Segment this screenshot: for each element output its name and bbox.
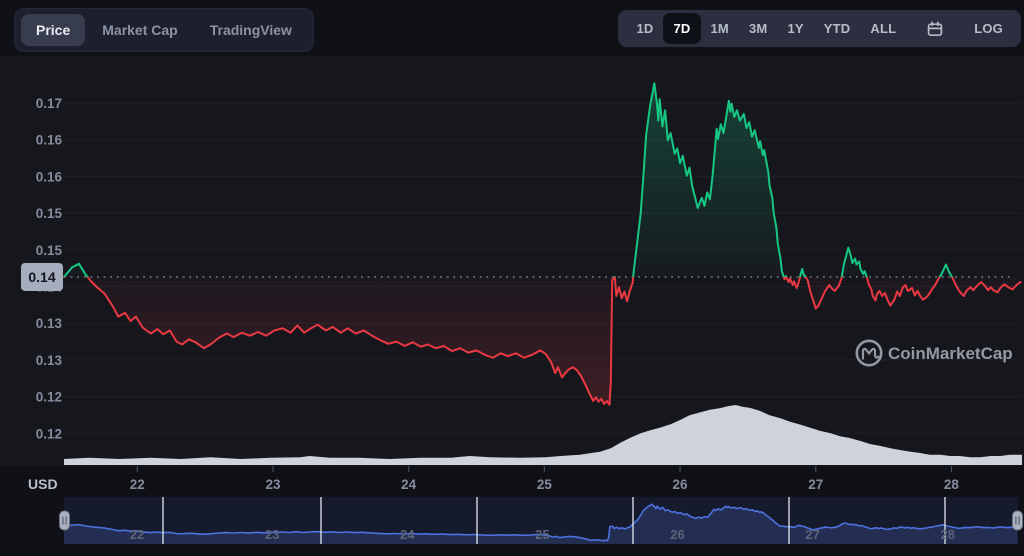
navigator-area-fill xyxy=(64,504,1018,544)
loss-area-fill xyxy=(64,276,1021,405)
range-1d[interactable]: 1D xyxy=(626,13,663,44)
range-7d[interactable]: 7D xyxy=(663,13,701,44)
price-line-up xyxy=(63,82,954,277)
current-price-badge: 0.14 xyxy=(21,262,63,291)
currency-unit-label: USD xyxy=(28,476,58,492)
coinmarketcap-watermark: CoinMarketCap xyxy=(855,339,1013,367)
tab-price[interactable]: Price xyxy=(21,14,86,46)
x-axis-tick-label: 24 xyxy=(401,477,417,492)
navigator-right-handle[interactable] xyxy=(1012,510,1023,531)
range-all[interactable]: ALL xyxy=(860,13,906,44)
price-badge-bg xyxy=(21,262,63,291)
y-axis-tick-label: 0.16 xyxy=(36,133,63,148)
watermark-text: CoinMarketCap xyxy=(888,344,1013,363)
y-axis-tick-label: 0.13 xyxy=(36,353,63,368)
y-axis-tick-label: 0.12 xyxy=(36,390,62,405)
y-axis-tick-label: 0.13 xyxy=(36,316,63,331)
x-axis-tick-label: 27 xyxy=(808,477,823,492)
x-axis-tick-label: 28 xyxy=(944,477,960,492)
calendar-icon xyxy=(927,21,943,36)
x-axis-labels: 22 23 24 25 26 27 28 USD xyxy=(28,466,959,492)
volume-silhouette xyxy=(64,405,1022,465)
coinmarketcap-logo-m xyxy=(861,347,880,360)
price-line xyxy=(63,82,1022,406)
navigator-day-label: 27 xyxy=(805,527,819,542)
range-navigator[interactable]: 22 23 24 25 26 27 28 xyxy=(59,497,1023,544)
tab-market-cap[interactable]: Market Cap xyxy=(87,14,192,46)
plot-background xyxy=(0,56,1024,466)
calendar-button[interactable] xyxy=(916,12,954,46)
x-axis-tick-label: 23 xyxy=(265,477,281,492)
x-axis-tick-label: 26 xyxy=(673,477,689,492)
navigator-day-label: 24 xyxy=(400,527,415,542)
log-scale-button[interactable]: LOG xyxy=(964,13,1013,44)
y-axis-tick-label: 0.15 xyxy=(36,206,63,221)
chart-type-tabs: Price Market Cap TradingView xyxy=(14,8,314,52)
range-3m[interactable]: 3M xyxy=(739,13,777,44)
navigator-left-handle[interactable] xyxy=(59,510,70,531)
navigator-line xyxy=(63,503,1017,542)
tab-tradingview[interactable]: TradingView xyxy=(195,14,307,46)
x-axis-tick-label: 25 xyxy=(537,477,553,492)
range-ytd[interactable]: YTD xyxy=(814,13,861,44)
navigator-day-label: 25 xyxy=(535,527,549,542)
navigator-day-label: 28 xyxy=(940,527,954,542)
y-axis-tick-label: 0.12 xyxy=(36,426,62,441)
price-area-fills xyxy=(64,83,1021,405)
navigator-day-label: 22 xyxy=(130,527,144,542)
plot-bg-rect xyxy=(0,56,1024,466)
range-1y[interactable]: 1Y xyxy=(777,13,813,44)
volume-area xyxy=(64,405,1022,465)
navigator-day-label: 26 xyxy=(670,527,684,542)
y-axis-tick-label: 0.16 xyxy=(36,169,63,184)
navigator-day-label: 23 xyxy=(265,527,279,542)
range-1m[interactable]: 1M xyxy=(701,13,739,44)
price-line-down xyxy=(63,276,1022,406)
y-axis-tick-label: 0.15 xyxy=(36,243,63,258)
price-badge-label: 0.14 xyxy=(28,269,55,285)
range-selector: 1D 7D 1M 3M 1Y YTD ALL LOG xyxy=(618,10,1021,47)
coinmarketcap-logo-icon xyxy=(855,339,883,367)
x-axis-tick-label: 22 xyxy=(130,477,145,492)
y-axis-tick-label: 0.17 xyxy=(36,96,62,111)
